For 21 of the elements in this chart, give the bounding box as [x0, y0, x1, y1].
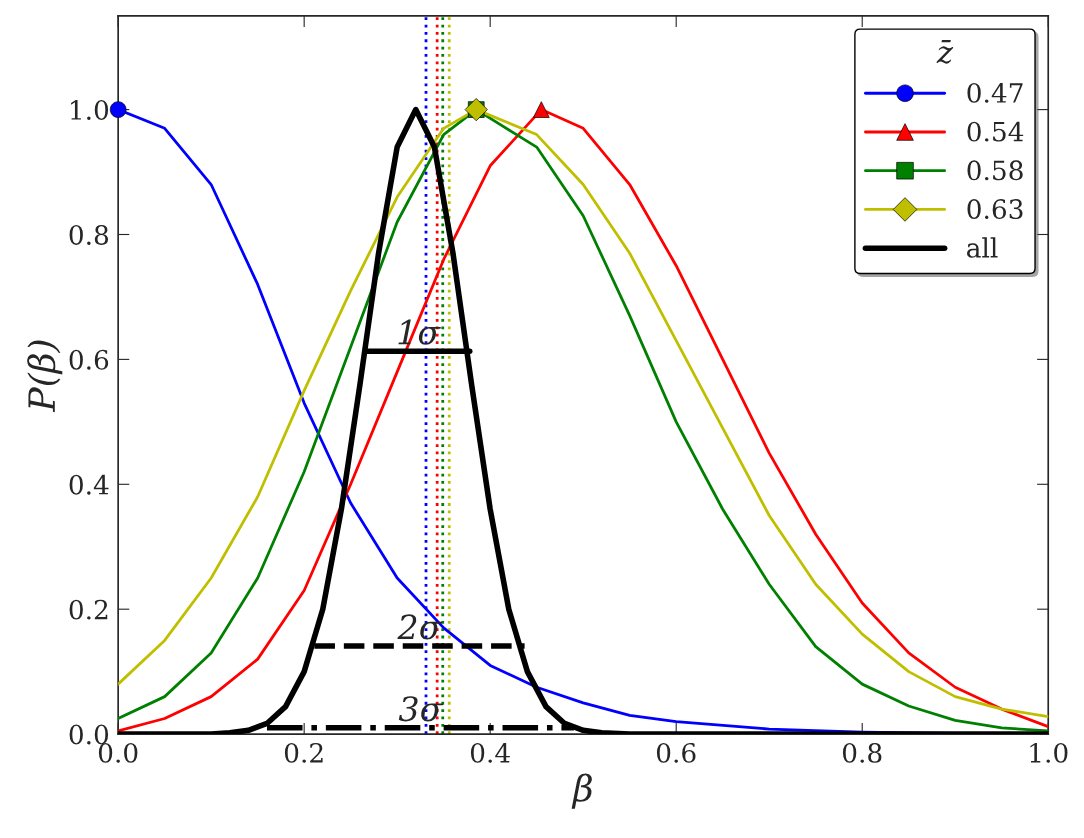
legend-title: z̄ [936, 40, 954, 64]
x-tick-label: 0.8 [842, 742, 882, 763]
series-label: 2σ [397, 614, 443, 640]
y-tick-label: 0.6 [69, 349, 109, 370]
series-label: 3σ [398, 696, 444, 722]
x-tick-label: 0.6 [656, 742, 696, 763]
y-tick-label: 0.0 [69, 724, 109, 745]
legend-label: all [967, 237, 998, 258]
x-tick-label: 1.0 [1030, 742, 1068, 763]
x-tick-label: 0.2 [284, 742, 323, 763]
y-tick-label: 0.8 [69, 224, 109, 245]
legend-label: 0.47 [967, 82, 1023, 103]
legend-label: 0.58 [967, 160, 1023, 181]
y-tick-label: 0.2 [69, 599, 108, 620]
legend-label: 0.54 [967, 121, 1024, 142]
y-axis-title: P(β) [27, 340, 63, 413]
legend-label: 0.63 [967, 199, 1023, 220]
x-axis-title: β [571, 773, 592, 809]
y-tick-label: 0.4 [69, 474, 109, 495]
x-tick-label: 0.4 [470, 742, 510, 763]
y-tick-label: 1.0 [71, 100, 109, 120]
